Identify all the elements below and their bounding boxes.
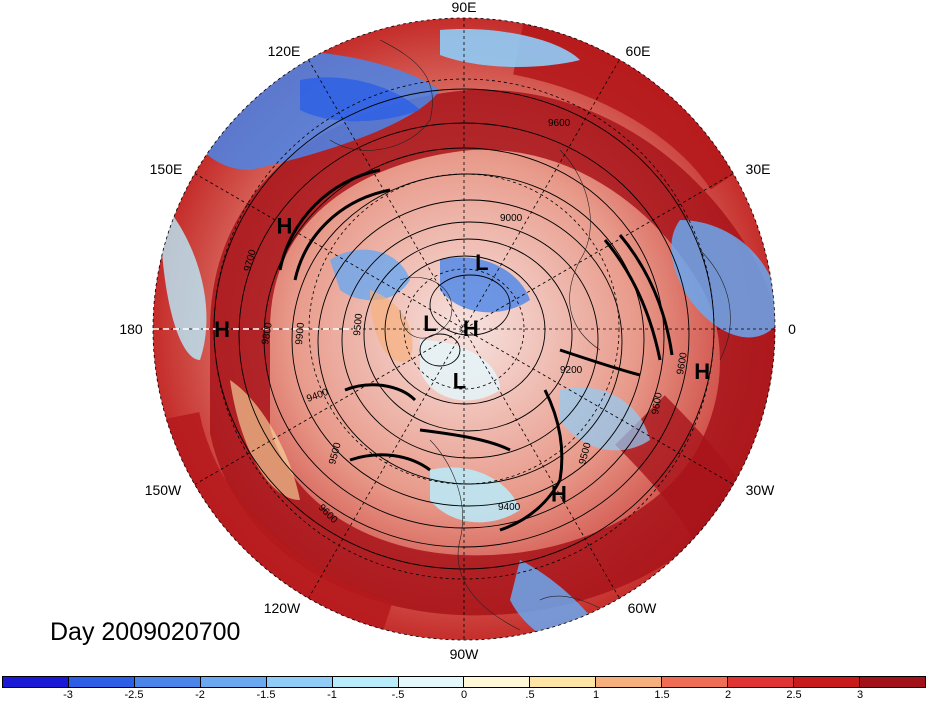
contour-label: 9400 — [498, 502, 521, 513]
low-pressure-marker: L — [453, 369, 466, 394]
lon-label-150w: 150W — [145, 482, 182, 498]
colorbar-tick-label: -.5 — [392, 689, 405, 701]
contour-label: 9200 — [560, 365, 583, 376]
high-pressure-marker: H — [276, 213, 292, 238]
lon-label-60w: 60W — [628, 600, 658, 616]
lon-label-90w: 90W — [450, 646, 480, 662]
contour-label: 9000 — [500, 213, 523, 224]
lon-label-180: 180 — [119, 321, 143, 337]
polar-stereographic-map: 9600 9000 9700 9800 9900 9500 9400 9500 … — [0, 0, 928, 670]
colorbar-segment — [662, 677, 728, 687]
colorbar-segment — [860, 677, 925, 687]
colorbar-segment — [728, 677, 794, 687]
lon-label-30w: 30W — [746, 482, 776, 498]
lon-label-120w: 120W — [264, 600, 301, 616]
high-pressure-marker: H — [463, 316, 479, 341]
colorbar-tick-label: 0 — [461, 689, 467, 701]
colorbar-segment — [794, 677, 860, 687]
high-pressure-marker: H — [694, 359, 710, 384]
colorbar-tick-label: 3 — [857, 689, 863, 701]
high-pressure-marker: H — [214, 317, 230, 342]
colorbar-segment — [201, 677, 267, 687]
lon-label-30e: 30E — [746, 161, 771, 177]
colorbar-tick-label: -1 — [327, 689, 337, 701]
colorbar-tick-label: 2.5 — [786, 689, 801, 701]
contour-label: 9500 — [352, 313, 365, 337]
colorbar — [2, 676, 926, 688]
colorbar-segment — [399, 677, 465, 687]
colorbar-tick-label: 1.5 — [654, 689, 669, 701]
colorbar-tick-labels: -3 -2.5 -2 -1.5 -1 -.5 0 .5 1 1.5 2 2.5 3 — [2, 689, 926, 701]
colorbar-segment — [464, 677, 530, 687]
colorbar-tick-label: -2.5 — [125, 689, 144, 701]
colorbar-segment — [3, 677, 69, 687]
lon-label-60e: 60E — [626, 43, 651, 59]
colorbar-tick-label: 1 — [593, 689, 599, 701]
colorbar-segment — [596, 677, 662, 687]
colorbar-tick-label: .5 — [525, 689, 534, 701]
high-pressure-marker: H — [551, 482, 567, 507]
lon-label-120e: 120E — [268, 43, 301, 59]
colorbar-segment — [135, 677, 201, 687]
colorbar-tick-label: -1.5 — [257, 689, 276, 701]
lon-label-150e: 150E — [150, 161, 183, 177]
date-title: Day 2009020700 — [50, 618, 240, 647]
lon-label-0: 0 — [788, 321, 796, 337]
colorbar-tick-label: -3 — [63, 689, 73, 701]
colorbar-tick-label: -2 — [195, 689, 205, 701]
low-pressure-marker: L — [475, 250, 488, 275]
colorbar-segment — [267, 677, 333, 687]
colorbar-tick-label: 2 — [725, 689, 731, 701]
colorbar-segment — [333, 677, 399, 687]
contour-label: 9600 — [548, 118, 571, 129]
colorbar-segment — [530, 677, 596, 687]
contour-label: 9900 — [294, 322, 307, 346]
colorbar-segment — [69, 677, 135, 687]
lon-label-90e: 90E — [452, 0, 477, 15]
low-pressure-marker: L — [423, 311, 436, 336]
